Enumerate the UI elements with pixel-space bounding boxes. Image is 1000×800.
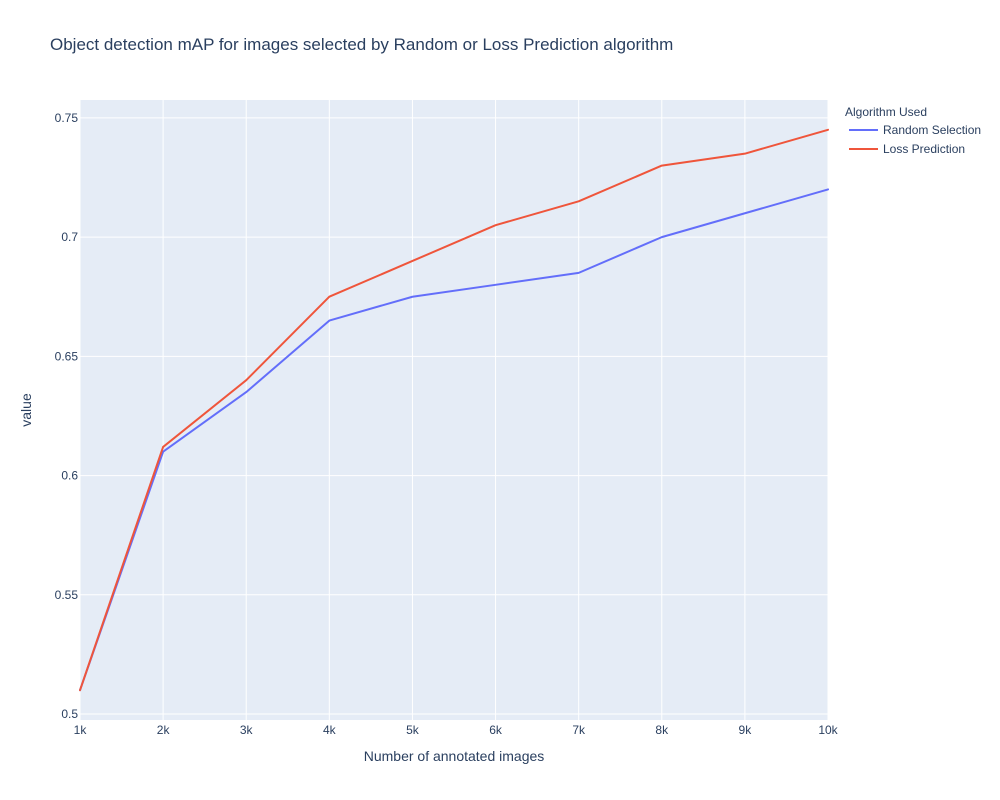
- chart-title: Object detection mAP for images selected…: [50, 35, 673, 54]
- y-axis-ticks: 0.5 0.55 0.6 0.65 0.7 0.75: [55, 111, 79, 721]
- x-tick-label: 2k: [157, 723, 171, 737]
- series-line-random-selection: [79, 188, 829, 692]
- x-tick-label: 6k: [489, 723, 503, 737]
- y-tick-label: 0.6: [61, 469, 78, 483]
- y-tick-label: 0.5: [61, 707, 78, 721]
- x-tick-label: 10k: [818, 723, 838, 737]
- series-layer: [79, 128, 829, 692]
- x-tick-label: 3k: [240, 723, 254, 737]
- x-tick-label: 9k: [739, 723, 753, 737]
- x-axis-title: Number of annotated images: [364, 748, 545, 764]
- plot-area: [80, 100, 828, 720]
- x-tick-label: 5k: [406, 723, 420, 737]
- x-tick-label: 1k: [74, 723, 88, 737]
- x-axis-ticks: 1k 2k 3k 4k 5k 6k 7k 8k 9k 10k: [74, 723, 839, 737]
- y-tick-label: 0.65: [55, 349, 79, 363]
- series-line-loss-prediction: [79, 128, 829, 692]
- legend: Algorithm Used Random Selection Loss Pred…: [845, 105, 981, 156]
- legend-items: Random Selection Loss Prediction: [849, 123, 981, 156]
- legend-label: Random Selection: [883, 123, 981, 137]
- legend-title: Algorithm Used: [845, 105, 927, 119]
- x-tick-label: 7k: [572, 723, 586, 737]
- legend-item[interactable]: Loss Prediction: [849, 142, 965, 156]
- x-tick-label: 4k: [323, 723, 337, 737]
- y-tick-label: 0.55: [55, 588, 79, 602]
- y-tick-label: 0.75: [55, 111, 79, 125]
- y-tick-label: 0.7: [61, 230, 78, 244]
- y-axis-title: value: [18, 393, 34, 427]
- x-tick-label: 8k: [655, 723, 669, 737]
- legend-item[interactable]: Random Selection: [849, 123, 981, 137]
- legend-label: Loss Prediction: [883, 142, 965, 156]
- grid-layer: [79, 100, 829, 720]
